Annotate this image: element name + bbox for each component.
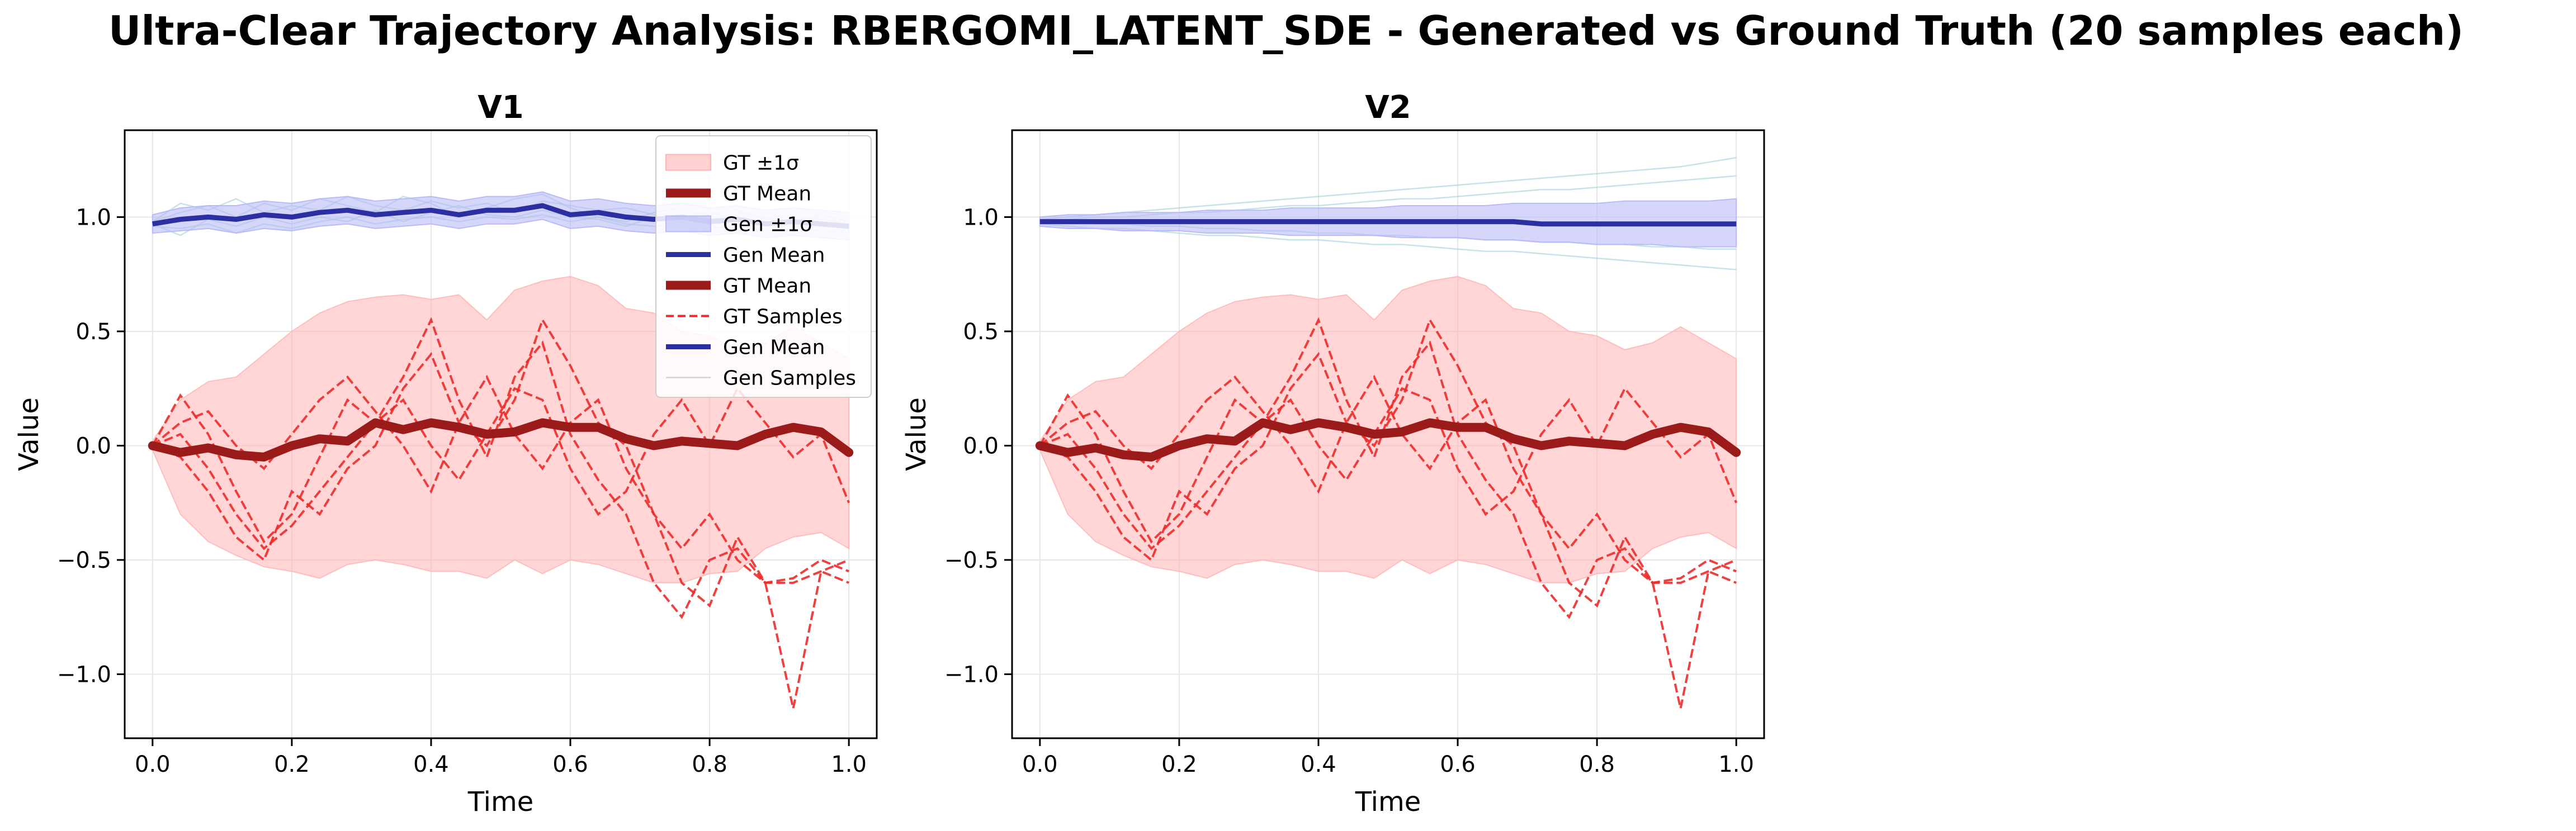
gen-mean-line — [1039, 219, 1737, 227]
plot-frame — [1011, 129, 1765, 739]
x-tick-label: 0.4 — [413, 752, 449, 777]
panel-title: V2 — [1365, 89, 1411, 126]
legend-label: GT ±1σ — [723, 152, 799, 175]
gt-sample-line — [152, 374, 849, 584]
x-tick-label: 0.4 — [1301, 752, 1336, 777]
plot-frame — [124, 129, 878, 739]
legend-label: Gen ±1σ — [723, 213, 812, 236]
y-tick-label: −0.5 — [944, 548, 999, 573]
x-tick-label: 0.2 — [274, 752, 310, 777]
x-axis-label: Time — [1355, 786, 1421, 818]
y-axis-label: Value — [901, 397, 932, 471]
x-tick-label: 0.6 — [1440, 752, 1476, 777]
gt-mean-line — [148, 418, 854, 462]
y-axis-label: Value — [13, 397, 45, 471]
panel-title: V1 — [478, 89, 523, 126]
legend-swatch-band — [665, 215, 711, 232]
legend: GT ±1σ GT Mean Gen ±1σ Gen Mean GT Mean GT Sa… — [655, 135, 872, 398]
y-tick-label: −0.5 — [57, 548, 111, 573]
legend-label: GT Mean — [723, 183, 811, 206]
gt-sample-line — [1039, 317, 1737, 608]
gt-sample-line — [1039, 386, 1738, 550]
legend-swatch-band — [665, 154, 711, 171]
chart-panel-1: 0.0 0.2 0.4 0.6 0.8 1.0 −1.0 −0.5 0.0 0.5 1.0 V1 Tim… — [13, 89, 878, 818]
y-tick-label: 0.0 — [75, 433, 111, 459]
legend-box — [655, 135, 872, 398]
legend-label: Gen Samples — [723, 367, 856, 390]
x-tick-label: 1.0 — [831, 752, 867, 777]
x-tick-label: 1.0 — [1718, 752, 1754, 777]
figure-title: Ultra-Clear Trajectory Analysis: RBERGOM… — [108, 7, 2464, 54]
x-tick-label: 0.8 — [692, 752, 727, 777]
legend-label: Gen Mean — [723, 244, 825, 267]
gt-sample-line — [1039, 374, 1737, 584]
y-tick-label: 1.0 — [75, 205, 111, 230]
y-tick-label: −1.0 — [57, 662, 111, 687]
legend-label: Gen Mean — [723, 336, 825, 359]
y-tick-label: −1.0 — [944, 662, 999, 687]
chart-panel-2: 0.0 0.2 0.4 0.6 0.8 1.0 −1.0 −0.5 0.0 0.5 1.0 V2 Tim… — [901, 89, 1765, 818]
gt-sample-line — [152, 386, 850, 550]
y-tick-label: 0.0 — [963, 433, 999, 459]
x-tick-label: 0.2 — [1161, 752, 1197, 777]
y-tick-label: 0.5 — [75, 319, 111, 345]
gt-sample-line — [152, 317, 849, 608]
legend-label: GT Mean — [723, 275, 811, 298]
y-tick-label: 0.5 — [963, 319, 999, 345]
x-axis-label: Time — [467, 786, 533, 818]
gt-mean-line — [1035, 418, 1741, 462]
y-tick-label: 1.0 — [963, 205, 999, 230]
plot-data — [1035, 156, 1741, 709]
legend-label: GT Samples — [723, 306, 843, 329]
gen-sample-line — [1039, 156, 1737, 220]
x-tick-label: 0.8 — [1579, 752, 1615, 777]
x-tick-label: 0.0 — [1022, 752, 1058, 777]
x-tick-label: 0.0 — [135, 752, 171, 777]
x-tick-label: 0.6 — [552, 752, 588, 777]
